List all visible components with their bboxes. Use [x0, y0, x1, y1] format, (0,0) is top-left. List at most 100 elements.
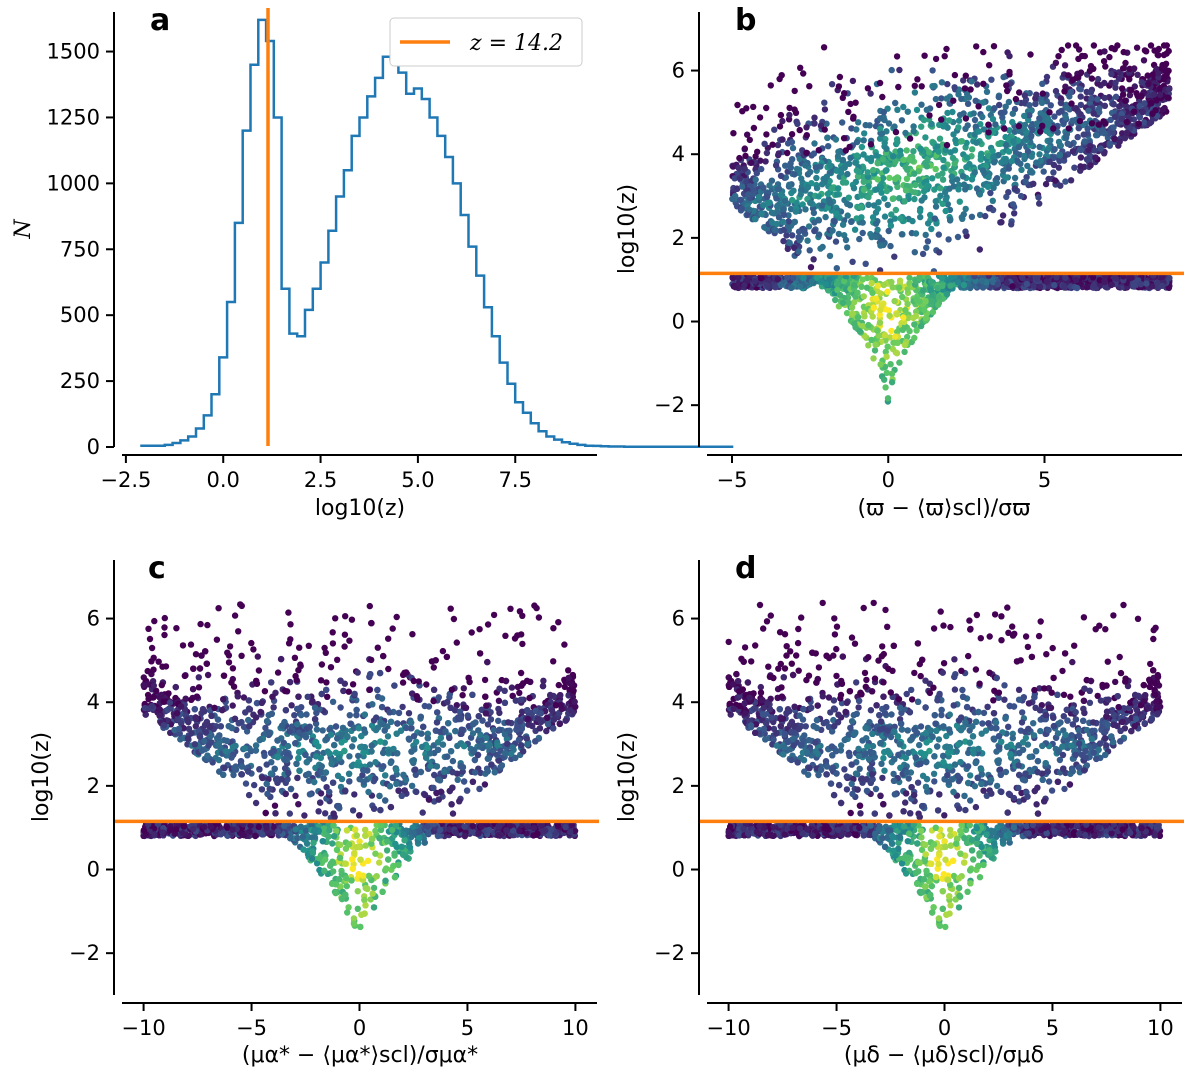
data-point: [1100, 118, 1107, 125]
data-point: [852, 159, 859, 166]
data-point: [954, 233, 962, 241]
data-point: [495, 697, 503, 704]
data-point: [768, 209, 776, 216]
data-point: [844, 170, 851, 178]
data-point: [777, 111, 785, 119]
data-point: [911, 82, 918, 90]
data-point: [858, 192, 865, 199]
data-point: [1005, 189, 1012, 196]
data-point: [951, 160, 958, 167]
data-point: [1136, 102, 1143, 110]
data-point: [889, 284, 896, 291]
data-point: [789, 196, 796, 204]
data-point: [1052, 87, 1060, 95]
data-point: [1118, 85, 1126, 92]
data-point: [803, 149, 810, 156]
data-point: [245, 791, 253, 799]
y-tick-label: 250: [60, 369, 100, 393]
data-point: [1009, 201, 1017, 208]
data-point: [943, 291, 951, 298]
data-point: [752, 153, 759, 160]
data-point: [1110, 101, 1117, 108]
data-point: [991, 105, 998, 112]
data-point: [967, 86, 974, 93]
data-point: [1088, 75, 1096, 82]
data-point: [999, 212, 1007, 219]
data-point: [912, 230, 920, 237]
data-point: [860, 186, 868, 194]
data-point: [824, 190, 832, 198]
data-point: [849, 77, 857, 85]
data-point: [848, 218, 855, 225]
data-point: [877, 306, 884, 314]
data-point: [935, 101, 943, 109]
data-point: [880, 281, 887, 289]
data-point: [1003, 142, 1010, 149]
data-point: [1058, 46, 1065, 54]
data-point: [372, 759, 379, 766]
data-point: [962, 115, 970, 122]
data-point: [1159, 106, 1167, 113]
data-point: [874, 327, 881, 334]
data-point: [839, 299, 847, 306]
data-point: [1011, 210, 1018, 217]
data-point: [872, 233, 879, 241]
data-point: [807, 264, 815, 271]
data-point: [962, 72, 969, 79]
data-point: [1165, 47, 1172, 55]
data-point: [891, 175, 899, 183]
data-point: [851, 320, 858, 328]
data-point: [1055, 53, 1062, 60]
data-point: [815, 231, 823, 238]
data-point: [797, 191, 804, 198]
data-point: [839, 119, 846, 126]
data-point: [858, 214, 865, 221]
data-point: [892, 99, 899, 107]
data-point: [897, 215, 904, 222]
data-point: [918, 123, 925, 130]
data-point: [1122, 59, 1129, 67]
panel-letter: b: [735, 3, 756, 38]
data-point: [795, 248, 802, 255]
data-point: [938, 79, 946, 86]
data-point: [354, 669, 361, 676]
data-point: [729, 274, 736, 282]
data-point: [1029, 126, 1036, 133]
data-point: [1067, 177, 1075, 184]
data-point: [1055, 164, 1063, 171]
y-tick-label: 2: [672, 226, 685, 250]
data-point: [786, 181, 793, 188]
data-point: [1000, 167, 1007, 175]
data-point: [923, 163, 931, 170]
data-point: [951, 84, 958, 91]
data-point: [1090, 65, 1097, 73]
data-point: [960, 211, 967, 218]
data-point: [900, 103, 907, 111]
data-point: [1120, 48, 1127, 56]
data-point: [1080, 131, 1087, 138]
data-point: [763, 131, 770, 138]
data-point: [836, 291, 844, 299]
data-point: [935, 148, 942, 155]
data-point: [869, 313, 876, 320]
data-point: [565, 667, 572, 674]
data-point: [1028, 153, 1035, 160]
data-point: [860, 178, 867, 185]
data-point: [1083, 284, 1090, 291]
data-point: [788, 131, 796, 138]
data-point: [888, 211, 895, 218]
data-point: [889, 153, 897, 160]
data-point: [813, 174, 820, 182]
data-point: [985, 129, 992, 136]
data-point: [737, 196, 744, 203]
data-point: [968, 213, 976, 220]
data-point: [881, 139, 888, 147]
data-point: [928, 120, 935, 128]
data-point: [914, 76, 921, 83]
data-point: [807, 168, 814, 176]
data-point: [872, 341, 879, 348]
data-point: [1108, 70, 1115, 78]
data-point: [288, 702, 295, 709]
data-point: [844, 244, 851, 251]
data-point: [1000, 73, 1007, 81]
